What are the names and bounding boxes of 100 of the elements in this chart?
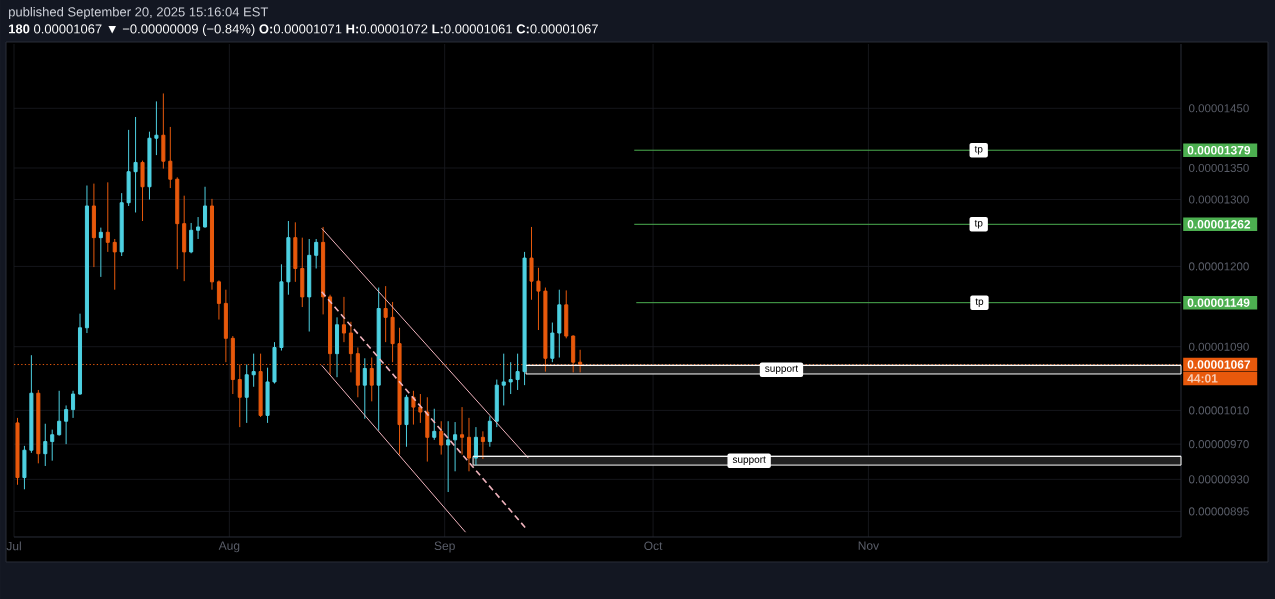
candlestick: [209, 198, 215, 291]
candlestick: [383, 285, 388, 343]
candlestick: [515, 353, 520, 391]
candlestick: [425, 396, 430, 463]
candlestick: [189, 222, 194, 254]
candlestick: [536, 267, 541, 331]
candlestick: [376, 287, 381, 431]
chart-title: published September 20, 2025 15:16:04 EST: [9, 6, 269, 20]
candlestick: [84, 185, 89, 334]
series-label: tp: [975, 298, 984, 307]
candlestick: [77, 313, 83, 396]
candlestick: [71, 390, 76, 419]
candlestick: [571, 334, 576, 373]
text: 44:01: [1187, 374, 1218, 383]
candlestick: [508, 361, 513, 395]
candlestick: [404, 394, 409, 448]
candlestick: [286, 220, 291, 296]
candlestick: [321, 226, 326, 315]
candlestick: [140, 160, 145, 222]
y-tick-label: 0.00001450: [1188, 104, 1249, 113]
y-tick-label: 0.00000970: [1188, 440, 1249, 449]
candlestick: [439, 420, 444, 456]
candlestick: [501, 353, 506, 406]
candlestick: [133, 116, 138, 213]
candlestick: [494, 379, 499, 428]
candlestick: [154, 100, 159, 156]
candlestick: [251, 353, 256, 388]
x-tick-label: Aug: [218, 541, 240, 553]
candlestick: [550, 322, 555, 363]
y-tick-label: 0.00001067: [1187, 360, 1251, 369]
candlestick: [487, 415, 492, 448]
candlestick: [43, 423, 48, 467]
candlestick: [272, 341, 277, 385]
candlestick: [50, 429, 55, 462]
y-tick-label: 0.00001149: [1187, 298, 1250, 307]
candlestick: [36, 389, 41, 464]
candlestick: [293, 221, 298, 283]
candlestick: [15, 417, 20, 486]
candlestick: [362, 357, 367, 420]
series-label: support: [765, 365, 799, 374]
candlestick: [29, 354, 34, 454]
candlestick: [543, 287, 548, 373]
candlestick: [175, 176, 180, 270]
y-tick-label: 0.00001379: [1187, 145, 1251, 155]
candlestick: [341, 296, 346, 343]
candlestick: [119, 192, 124, 257]
candlestick: [446, 420, 451, 493]
series-label: tp: [974, 220, 983, 229]
candlestick: [196, 216, 201, 240]
y-tick-label: 0.00001090: [1188, 342, 1249, 351]
candlestick: [564, 289, 569, 339]
candlestick: [328, 294, 333, 376]
candlestick: [244, 364, 249, 424]
candlestick: [411, 390, 416, 426]
candlestick: [466, 417, 472, 472]
series-label: support: [732, 456, 766, 465]
candlestick: [390, 301, 395, 363]
candlestick: [22, 445, 27, 490]
candlestick: [64, 404, 69, 445]
candlestick: [126, 129, 131, 207]
candlestick: [480, 430, 485, 460]
candlestick: [460, 406, 465, 456]
x-tick-label: Jul: [6, 541, 21, 551]
candlestick: [334, 316, 340, 378]
text: 180 0.00001067 ▼ −0.00000009 (−0.84%) O:0.00001071 H:0.00001072 L:0.00001061 C:0.00001067: [9, 23, 598, 37]
candlestick: [522, 251, 527, 386]
candlestick: [265, 367, 270, 424]
y-tick-label: 0.00000930: [1188, 475, 1249, 484]
candlestick: [182, 195, 187, 282]
candlestick: [147, 131, 152, 201]
candlestick: [57, 390, 62, 437]
candlestick: [105, 181, 110, 253]
series-label: tp: [974, 145, 983, 155]
y-tick-label: 0.00001200: [1188, 262, 1249, 271]
candlestick: [397, 327, 402, 456]
candlestick: [557, 289, 562, 359]
candlestick: [161, 92, 166, 170]
candlestick: [168, 126, 173, 189]
x-tick-label: Sep: [434, 541, 455, 553]
candlestick: [314, 238, 319, 269]
candlestick: [203, 186, 208, 229]
candlestick: [237, 364, 242, 428]
candlestick: [223, 289, 228, 363]
candlestick: [418, 393, 423, 424]
candlestick: [216, 279, 221, 321]
x-tick-label: Nov: [858, 541, 880, 550]
candlestick: [529, 226, 534, 301]
y-tick-label: 0.00001010: [1188, 406, 1249, 415]
candlestick: [453, 421, 458, 472]
y-tick-label: 0.00000895: [1188, 507, 1249, 516]
candlestick: [279, 263, 284, 352]
candlestick: [98, 227, 103, 278]
candlestick: [300, 237, 305, 308]
x-tick-label: Oct: [644, 541, 663, 551]
y-tick-label: 0.00001350: [1188, 163, 1249, 173]
candlestick: [432, 408, 437, 441]
candlestick: [307, 238, 312, 333]
candlestick: [473, 426, 478, 466]
candlestick: [91, 183, 96, 268]
y-tick-label: 0.00001300: [1188, 195, 1249, 204]
